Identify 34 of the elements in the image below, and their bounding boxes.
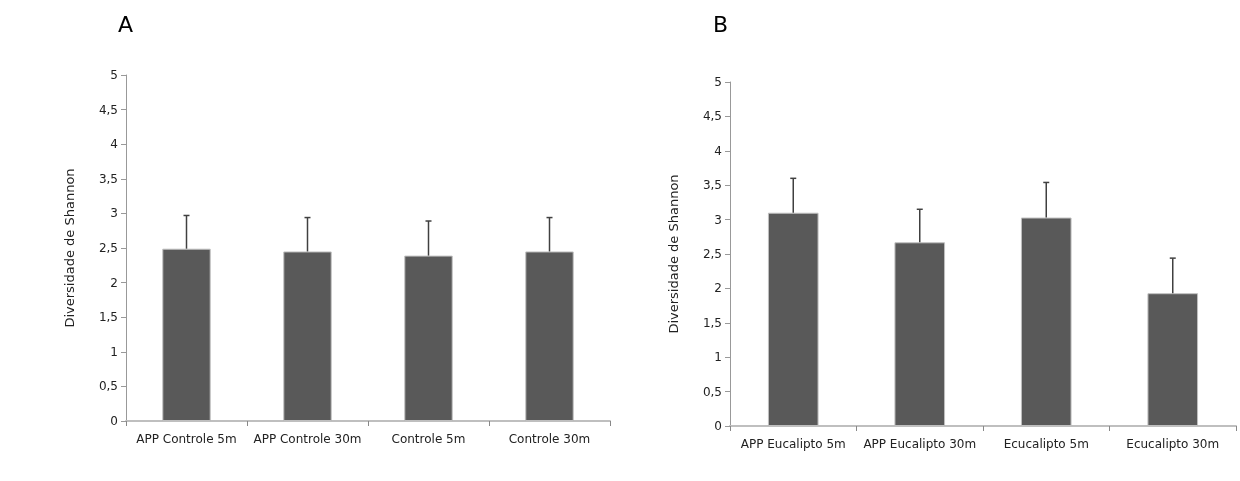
y-tick-label: 3 [714,212,722,227]
y-tick-label: 4 [714,143,722,158]
y-axis-title: Diversidade de Shannon [62,168,77,328]
y-tick-label: 0,5 [702,384,722,399]
y-tick-label: 1,5 [98,310,118,325]
x-tick-label: APP Controle 5m [136,432,237,446]
x-tick-label: Controle 30m [508,432,591,446]
y-tick-label: 0 [110,414,118,428]
chart-title: B [713,11,729,37]
y-tick-label: 1 [110,344,118,359]
x-tick-label: APP Controle 30m [253,432,362,446]
y-tick-label: 3 [110,206,118,221]
x-tick-label: Controle 5m [391,432,466,446]
y-tick-label: 1 [714,350,722,365]
y-tick-label: 2 [110,275,118,290]
y-tick-label: 0 [714,419,722,433]
y-tick-label: 0,5 [98,379,118,394]
x-tick-label: APP Eucalipto 30m [863,437,977,451]
y-tick-label: 5 [714,75,722,89]
y-tick-label: 5 [110,68,118,82]
y-tick-label: 2 [714,281,722,296]
y-tick-label: 4,5 [98,102,118,117]
y-tick-label: 4,5 [702,109,722,124]
x-tick-label: Ecucalipto 30m [1126,437,1220,451]
y-tick-label: 4 [110,137,118,152]
x-tick-label: APP Eucalipto 5m [740,437,846,451]
y-tick-label: 2,5 [702,247,722,261]
y-tick-label: 1,5 [702,315,722,330]
y-axis-title: Diversidade de Shannon [666,174,681,334]
chart-title: A [118,11,134,37]
y-tick-label: 3,5 [98,171,118,186]
y-tick-label: 3,5 [702,178,722,193]
y-tick-label: 2,5 [98,241,118,255]
x-tick-label: Ecucalipto 5m [1003,437,1089,451]
